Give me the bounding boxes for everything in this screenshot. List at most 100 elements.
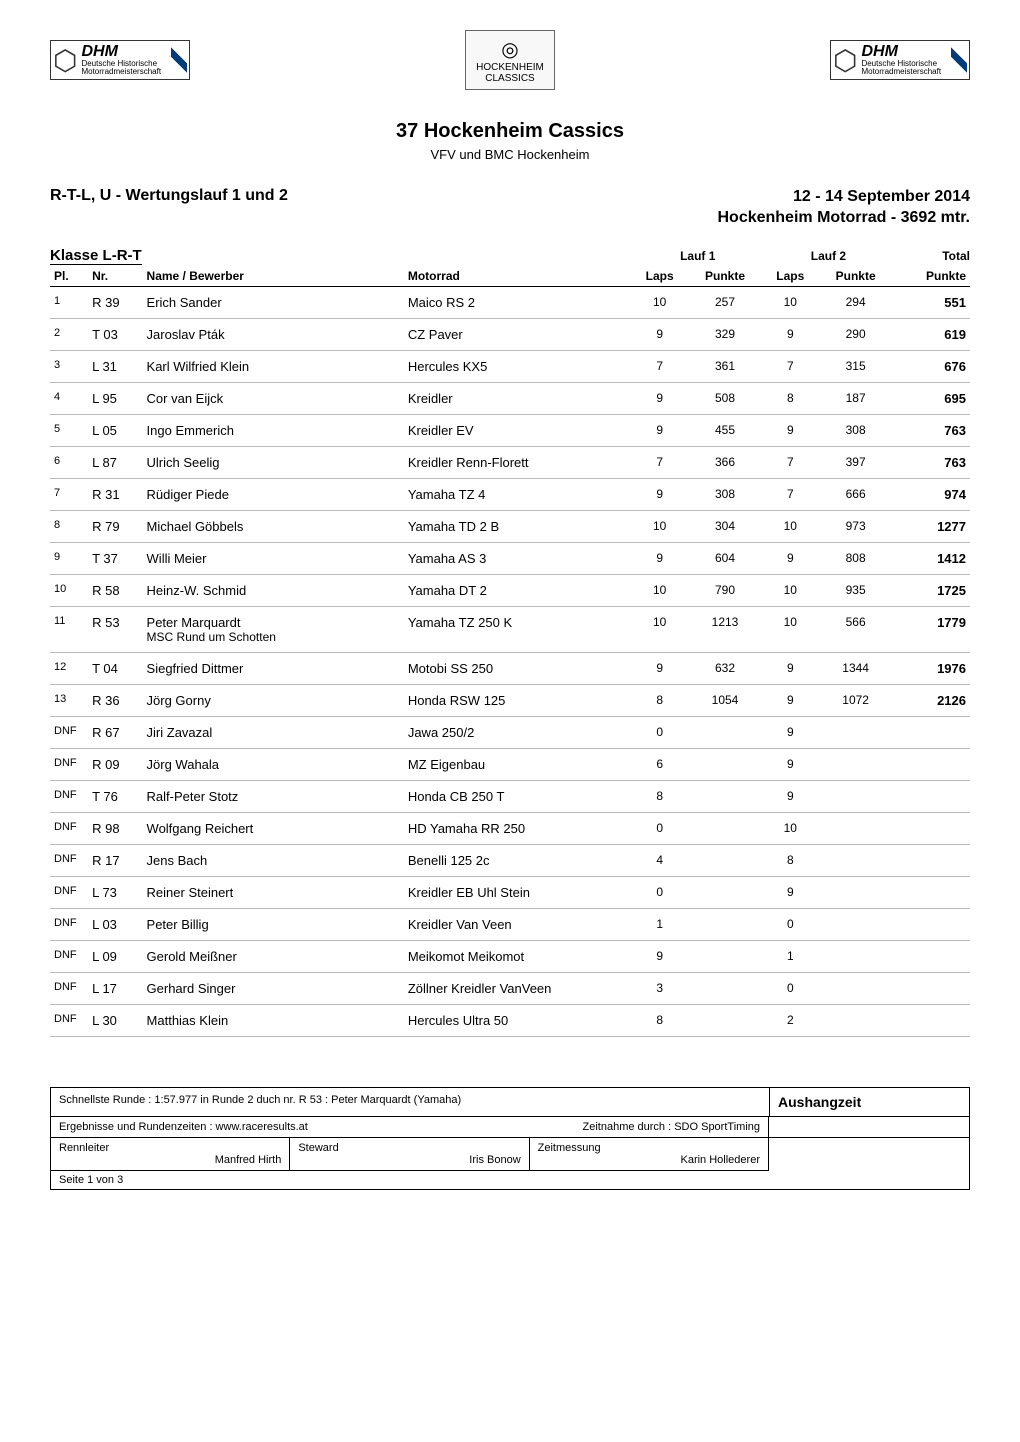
sig1-name: Manfred Hirth	[59, 1154, 281, 1166]
cell-l1-laps: 4	[632, 844, 686, 876]
cell-nr: R 31	[88, 478, 142, 510]
cell-total: 763	[894, 414, 970, 446]
cell-l2-laps: 7	[763, 478, 817, 510]
cell-l2-punkte	[818, 972, 894, 1004]
cell-l2-laps: 10	[763, 286, 817, 318]
driver-name: Peter Billig	[147, 917, 209, 932]
cell-pl: 11	[50, 606, 88, 652]
cell-l2-laps: 10	[763, 574, 817, 606]
aushangzeit-cell	[769, 1117, 969, 1137]
results-table: Klasse L-R-T Lauf 1 Lauf 2 Total Pl. Nr.…	[50, 247, 970, 1037]
cell-l1-punkte: 632	[687, 652, 763, 684]
class-label: Klasse L-R-T	[50, 247, 142, 265]
driver-name: Heinz-W. Schmid	[147, 583, 247, 598]
cell-l1-punkte: 508	[687, 382, 763, 414]
page-subtitle: VFV und BMC Hockenheim	[50, 147, 970, 162]
table-row: 1 R 39 Erich Sander Maico RS 2 10 257 10…	[50, 286, 970, 318]
cell-l1-laps: 10	[632, 510, 686, 542]
cell-name: Heinz-W. Schmid	[143, 574, 404, 606]
table-row: DNF R 98 Wolfgang Reichert HD Yamaha RR …	[50, 812, 970, 844]
table-row: DNF T 76 Ralf-Peter Stotz Honda CB 250 T…	[50, 780, 970, 812]
ring-icon: ◎	[501, 37, 518, 62]
cell-nr: T 76	[88, 780, 142, 812]
cell-pl: 9	[50, 542, 88, 574]
logo-left-title: DHM	[81, 44, 166, 60]
cell-nr: L 05	[88, 414, 142, 446]
cell-motorrad: Yamaha TZ 4	[404, 478, 633, 510]
timing-by: Zeitnahme durch : SDO SportTiming	[529, 1117, 769, 1137]
cell-total	[894, 940, 970, 972]
logo-center-top: HOCKENHEIM	[476, 62, 544, 73]
logo-left-text: DHM Deutsche Historische Motorradmeister…	[81, 44, 166, 76]
driver-name: Rüdiger Piede	[147, 487, 229, 502]
cell-total: 1976	[894, 652, 970, 684]
cell-nr: R 39	[88, 286, 142, 318]
cell-l2-punkte: 308	[818, 414, 894, 446]
cell-l1-punkte: 604	[687, 542, 763, 574]
cell-l1-punkte	[687, 972, 763, 1004]
column-headers: Pl. Nr. Name / Bewerber Motorrad Laps Pu…	[50, 267, 970, 287]
cell-l1-punkte: 455	[687, 414, 763, 446]
cell-pl: 7	[50, 478, 88, 510]
cell-nr: R 67	[88, 716, 142, 748]
cell-l2-laps: 8	[763, 382, 817, 414]
results-site: Ergebnisse und Rundenzeiten : www.racere…	[51, 1117, 529, 1137]
cell-l1-laps: 7	[632, 350, 686, 382]
cell-l2-laps: 9	[763, 542, 817, 574]
logo-center-mid: CLASSICS	[485, 73, 534, 84]
table-row: 2 T 03 Jaroslav Pták CZ Paver 9 329 9 29…	[50, 318, 970, 350]
signature-zeitmessung: Zeitmessung Karin Hollederer	[530, 1138, 769, 1170]
footer-row-fastest: Schnellste Runde : 1:57.977 in Runde 2 d…	[51, 1088, 969, 1117]
cell-l1-punkte: 790	[687, 574, 763, 606]
cell-l2-punkte	[818, 748, 894, 780]
cell-l1-punkte	[687, 844, 763, 876]
table-row: 11 R 53 Peter MarquardtMSC Rund um Schot…	[50, 606, 970, 652]
cell-l2-laps: 0	[763, 908, 817, 940]
table-row: 5 L 05 Ingo Emmerich Kreidler EV 9 455 9…	[50, 414, 970, 446]
logo-right-stripes-icon	[951, 45, 967, 75]
cell-l2-punkte: 294	[818, 286, 894, 318]
table-row: DNF R 17 Jens Bach Benelli 125 2c 4 8	[50, 844, 970, 876]
cell-nr: R 58	[88, 574, 142, 606]
cell-nr: R 98	[88, 812, 142, 844]
driver-name: Willi Meier	[147, 551, 207, 566]
cell-total: 551	[894, 286, 970, 318]
date-venue: 12 - 14 September 2014 Hockenheim Motorr…	[717, 187, 970, 229]
cell-total: 619	[894, 318, 970, 350]
sig3-role: Zeitmessung	[538, 1142, 760, 1154]
table-row: 6 L 87 Ulrich Seelig Kreidler Renn-Flore…	[50, 446, 970, 478]
col-l2-laps: Laps	[763, 267, 817, 287]
cell-l2-laps: 7	[763, 350, 817, 382]
cell-name: Gerold Meißner	[143, 940, 404, 972]
table-row: 9 T 37 Willi Meier Yamaha AS 3 9 604 9 8…	[50, 542, 970, 574]
table-row: DNF R 09 Jörg Wahala MZ Eigenbau 6 9	[50, 748, 970, 780]
cell-nr: R 79	[88, 510, 142, 542]
cell-l1-punkte	[687, 876, 763, 908]
cell-motorrad: Jawa 250/2	[404, 716, 633, 748]
cell-motorrad: Hercules Ultra 50	[404, 1004, 633, 1036]
cell-motorrad: Honda CB 250 T	[404, 780, 633, 812]
driver-name: Siegfried Dittmer	[147, 661, 244, 676]
cell-l1-punkte	[687, 780, 763, 812]
driver-name: Erich Sander	[147, 295, 222, 310]
cell-name: Ralf-Peter Stotz	[143, 780, 404, 812]
cell-l1-punkte	[687, 908, 763, 940]
cell-name: Rüdiger Piede	[143, 478, 404, 510]
cell-l2-punkte: 315	[818, 350, 894, 382]
cell-motorrad: Yamaha TZ 250 K	[404, 606, 633, 652]
col-name: Name / Bewerber	[143, 267, 404, 287]
driver-name: Matthias Klein	[147, 1013, 229, 1028]
cell-l2-laps: 9	[763, 652, 817, 684]
cell-l2-laps: 9	[763, 780, 817, 812]
cell-name: Ulrich Seelig	[143, 446, 404, 478]
cell-motorrad: Kreidler Renn-Florett	[404, 446, 633, 478]
cell-pl: DNF	[50, 748, 88, 780]
footer-row-links: Ergebnisse und Rundenzeiten : www.racere…	[51, 1117, 969, 1138]
cell-total: 676	[894, 350, 970, 382]
cell-pl: 5	[50, 414, 88, 446]
cell-pl: DNF	[50, 812, 88, 844]
driver-name: Ulrich Seelig	[147, 455, 220, 470]
cell-total: 695	[894, 382, 970, 414]
results-body: 1 R 39 Erich Sander Maico RS 2 10 257 10…	[50, 286, 970, 1036]
cell-l2-laps: 9	[763, 716, 817, 748]
